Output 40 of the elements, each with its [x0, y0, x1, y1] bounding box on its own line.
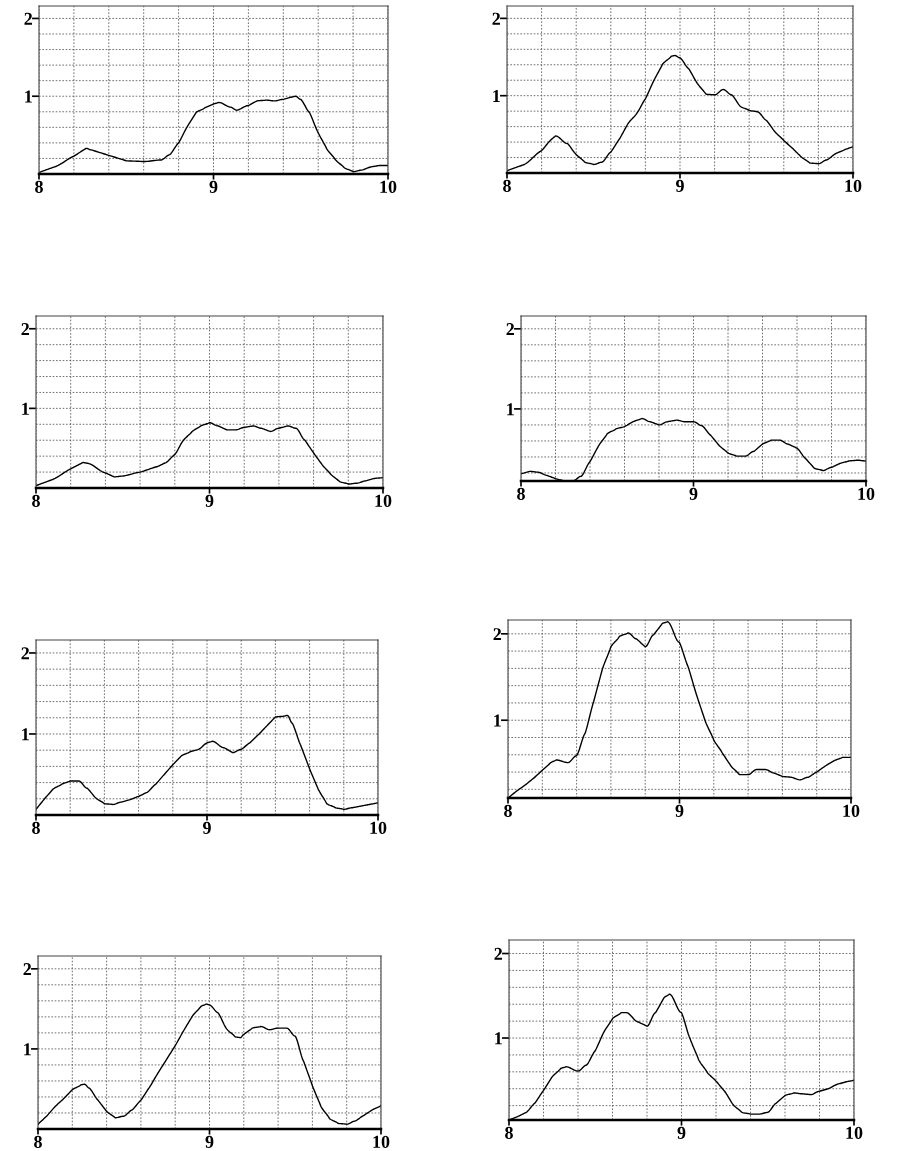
x-tick-label: 8: [517, 487, 525, 500]
x-tick-label: 9: [675, 179, 684, 192]
y-tick-label: 2: [506, 323, 514, 336]
x-tick-label: 8: [32, 494, 40, 507]
y-tick-label: 2: [23, 963, 31, 976]
y-tick-label: 1: [25, 90, 32, 103]
x-tick-label: 10: [380, 180, 397, 193]
y-tick-label: 1: [22, 402, 29, 415]
x-tick-label: 10: [845, 179, 862, 192]
x-tick-label: 9: [677, 1126, 686, 1139]
x-tick-label: 8: [505, 1126, 513, 1139]
y-tick-label: 2: [21, 647, 29, 660]
x-tick-label: 8: [504, 804, 512, 817]
x-tick-label: 9: [205, 1135, 214, 1148]
x-tick-label: 9: [689, 487, 698, 500]
y-tick-label: 1: [493, 90, 500, 102]
y-tick-label: 2: [493, 628, 501, 641]
x-tick-label: 10: [843, 804, 860, 817]
y-tick-label: 2: [494, 947, 502, 960]
y-tick-label: 1: [507, 403, 514, 416]
x-tick-label: 10: [858, 487, 875, 500]
y-tick-label: 2: [24, 12, 32, 25]
x-tick-label: 10: [370, 821, 387, 834]
x-tick-label: 9: [209, 180, 218, 193]
y-tick-label: 1: [495, 1032, 502, 1045]
y-tick-label: 1: [22, 728, 29, 741]
x-tick-label: 10: [373, 1135, 390, 1148]
y-tick-label: 1: [24, 1043, 31, 1056]
y-tick-label: 2: [21, 323, 29, 336]
x-tick-label: 9: [675, 804, 684, 817]
x-tick-label: 8: [32, 821, 40, 834]
x-tick-label: 8: [503, 179, 511, 192]
y-tick-label: 1: [494, 714, 501, 727]
y-tick-label: 2: [492, 12, 500, 25]
x-tick-label: 8: [34, 1135, 42, 1148]
x-tick-label: 10: [375, 494, 392, 507]
x-tick-label: 10: [846, 1126, 863, 1139]
x-tick-label: 9: [205, 494, 214, 507]
x-tick-label: 8: [35, 180, 43, 193]
x-tick-label: 9: [202, 821, 211, 834]
